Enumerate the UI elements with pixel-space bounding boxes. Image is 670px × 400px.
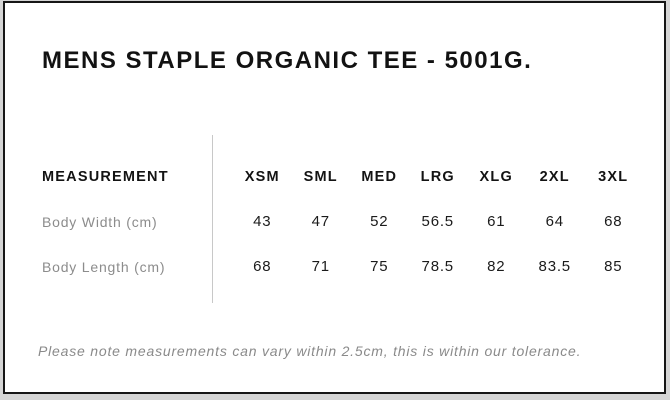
body-width-3xl: 68 bbox=[604, 213, 623, 230]
size-column-header-xlg: XLG bbox=[479, 168, 513, 185]
body-length-sml: 71 bbox=[311, 258, 330, 275]
size-column-header-3xl: 3XL bbox=[598, 168, 629, 185]
body-width-sml: 47 bbox=[311, 213, 330, 230]
body-length-3xl: 85 bbox=[604, 258, 623, 275]
body-length-2xl: 83.5 bbox=[538, 258, 571, 275]
size-column-header-lrg: LRG bbox=[420, 168, 455, 185]
body-length-lrg: 78.5 bbox=[421, 258, 454, 275]
body-width-2xl: 64 bbox=[545, 213, 564, 230]
body-length-med: 75 bbox=[370, 258, 389, 275]
size-column-header-2xl: 2XL bbox=[539, 168, 570, 185]
body-width-xsm: 43 bbox=[253, 213, 272, 230]
size-column-header-xsm: XSM bbox=[244, 168, 280, 185]
measurement-column-header: MEASUREMENT bbox=[42, 168, 169, 185]
tolerance-note: Please note measurements can vary within… bbox=[38, 343, 582, 359]
size-chart-card: MENS STAPLE ORGANIC TEE - 5001G. MEASURE… bbox=[3, 1, 666, 394]
body-width-lrg: 56.5 bbox=[421, 213, 454, 230]
size-table: MEASUREMENT XSM SML MED LRG XLG 2XL 3XL … bbox=[42, 154, 643, 289]
body-length-xsm: 68 bbox=[253, 258, 272, 275]
body-width-med: 52 bbox=[370, 213, 389, 230]
table-vertical-divider bbox=[212, 135, 213, 303]
page-title: MENS STAPLE ORGANIC TEE - 5001G. bbox=[42, 47, 533, 74]
body-width-xlg: 61 bbox=[487, 213, 506, 230]
row-label-body-width: Body Width (cm) bbox=[42, 213, 158, 230]
size-column-header-sml: SML bbox=[303, 168, 338, 185]
body-length-xlg: 82 bbox=[487, 258, 506, 275]
size-column-header-med: MED bbox=[361, 168, 398, 185]
row-label-body-length: Body Length (cm) bbox=[42, 258, 166, 275]
